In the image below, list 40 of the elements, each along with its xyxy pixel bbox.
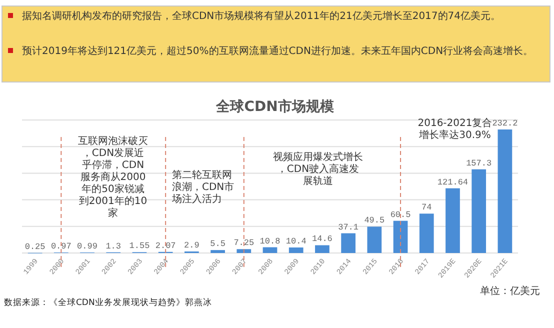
data-label: 0.99 [77,241,98,252]
data-label: 5.5 [210,239,226,250]
data-label: 157.3 [466,158,492,168]
text: 据知名调研机构发布的研究报告，全球CDN市场规模将有望从2011年的21亿美元增长至2017的74亿美元。 [22,10,501,22]
bar [262,247,278,253]
bar [498,129,512,253]
data-label: 60.5 [390,210,411,220]
data-label: 49.5 [364,216,385,226]
data-label: 2.9 [184,240,200,250]
data-label: 2.07 [155,240,176,251]
data-label: 0.97 [50,241,72,252]
bar [419,214,434,253]
chart-title: 全球CDN市场规模 [215,98,335,115]
data-label: 1.3 [106,241,122,252]
data-label: 10.4 [286,236,306,246]
bar [341,233,356,253]
text: 预计2019年将达到121亿美元，超过50%的互联网流量通过CDN进行加速。未来五年国内CDN行业将会高速增长。 [22,45,534,57]
bar [446,188,460,253]
data-label: 1.55 [129,241,150,252]
annotation: 第二轮互联网浪潮，CDN市场注入活力 [171,169,234,205]
bar [236,249,252,253]
data-label: 74 [422,202,432,213]
bar [210,250,225,253]
data-label: 232.2 [492,118,518,128]
bar [315,245,330,253]
data-label: 10.8 [260,236,280,246]
data-label: 14.6 [312,234,332,244]
data-label: 0.25 [24,242,46,252]
bar [472,169,486,253]
bar [393,220,408,253]
data-label: 37.1 [338,222,359,232]
annotation: 互联网泡沫破灭，CDN发展近乎停滞，CDN服务商从2000年的50家锐减到2001年的10家 [78,135,148,219]
bar [288,247,304,253]
source-note: 数据来源：《全球CDN业务发展现状与趋势》郭燕冰 [4,297,212,308]
annotation: 视频应用爆发式增长，CDN驶入高速发展轨道 [273,151,363,187]
data-label: 7.25 [234,238,254,248]
annotation: 2016-2021复合增长率达30.9% [418,117,492,141]
data-label: 121.64 [437,177,468,188]
bar [367,226,382,253]
text: 单位：亿美元 [480,285,540,297]
